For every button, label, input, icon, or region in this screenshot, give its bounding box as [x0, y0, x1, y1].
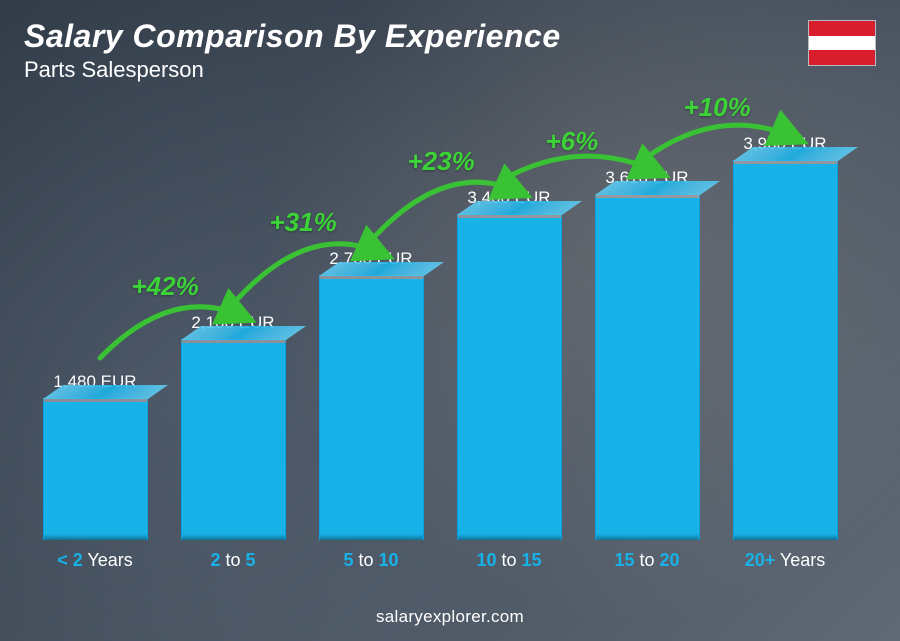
flag-stripe-mid [809, 36, 875, 51]
increase-label: +42% [132, 271, 199, 302]
footer-source: salaryexplorer.com [0, 607, 900, 627]
bar-rect [733, 160, 838, 540]
bar-category-label: 2 to 5 [210, 550, 255, 571]
bar-rect [181, 339, 286, 541]
increase-label: +31% [270, 207, 337, 238]
increase-label: +23% [408, 146, 475, 177]
bar-category-label: 10 to 15 [476, 550, 541, 571]
bar-4: 3,610 EUR15 to 20 [592, 168, 702, 571]
bar-rect [43, 398, 148, 540]
increase-label: +6% [546, 126, 599, 157]
bar-category-label: 15 to 20 [614, 550, 679, 571]
flag-stripe-top [809, 21, 875, 36]
bar-1: 2,100 EUR2 to 5 [178, 313, 288, 572]
austria-flag [808, 20, 876, 66]
flag-stripe-bot [809, 50, 875, 65]
bar-category-label: 5 to 10 [343, 550, 398, 571]
bar-rect [457, 214, 562, 540]
bar-rect [595, 194, 700, 540]
header: Salary Comparison By Experience Parts Sa… [24, 18, 561, 83]
bar-0: 1,480 EUR< 2 Years [40, 372, 150, 571]
bar-category-label: < 2 Years [57, 550, 133, 571]
bar-rect [319, 275, 424, 540]
bar-3: 3,400 EUR10 to 15 [454, 188, 564, 571]
increase-label: +10% [684, 92, 751, 123]
bar-category-label: 20+ Years [745, 550, 826, 571]
bar-2: 2,760 EUR5 to 10 [316, 249, 426, 571]
chart-title: Salary Comparison By Experience [24, 18, 561, 55]
chart-subtitle: Parts Salesperson [24, 57, 561, 83]
bar-5: 3,960 EUR20+ Years [730, 134, 840, 571]
